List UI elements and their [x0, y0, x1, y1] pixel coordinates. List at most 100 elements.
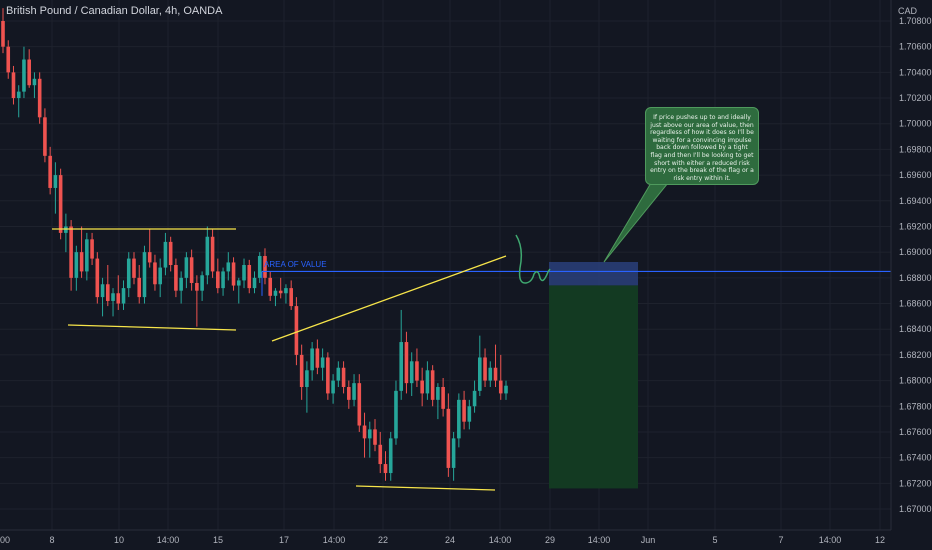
candle-body[interactable] [326, 357, 330, 394]
candle-body[interactable] [472, 390, 477, 407]
candle-body[interactable] [441, 387, 445, 409]
candle-body[interactable] [415, 361, 419, 381]
candle-body[interactable] [184, 257, 189, 278]
candle-body[interactable] [210, 236, 215, 272]
price-axis[interactable]: 1.70800 1.70600 1.70400 1.70200 1.70000 1.698… [899, 16, 932, 514]
candle-body[interactable] [462, 399, 466, 422]
candle-body[interactable] [247, 265, 252, 289]
candle-body[interactable] [205, 236, 210, 276]
candle-body[interactable] [289, 288, 293, 307]
candle-body[interactable] [367, 429, 372, 439]
bottom-support-line[interactable] [355, 485, 496, 491]
candle-body[interactable] [467, 406, 472, 422]
candle-body[interactable] [252, 277, 257, 289]
candle-body[interactable] [362, 425, 367, 439]
candle-body[interactable] [116, 293, 121, 304]
candle-body[interactable] [43, 117, 47, 156]
candle-body[interactable] [179, 277, 183, 291]
candle-body[interactable] [226, 262, 231, 272]
candle-body[interactable] [352, 383, 356, 400]
candle-body[interactable] [430, 370, 435, 400]
time-axis[interactable]: 8 10 14:00 15 17 14:00 22 24 14:00 29 14:00 Jun 5 7 14… [0, 535, 885, 545]
candle-body[interactable] [48, 155, 52, 188]
candle-body[interactable] [488, 367, 493, 381]
candle-body[interactable] [483, 357, 487, 381]
candle-body[interactable] [268, 277, 273, 296]
candle-body[interactable] [305, 370, 309, 387]
candle-body[interactable] [32, 78, 37, 86]
stop-loss-zone[interactable] [549, 262, 638, 286]
candle-body[interactable] [425, 370, 430, 394]
rising-trendline[interactable] [271, 255, 507, 342]
candle-body[interactable] [11, 72, 16, 99]
candle-body[interactable] [1, 21, 5, 47]
candle-body[interactable] [242, 265, 246, 281]
candle-body[interactable] [446, 408, 451, 468]
candle-body[interactable] [373, 429, 377, 445]
candle-body[interactable] [404, 342, 409, 384]
candle-body[interactable] [37, 78, 42, 118]
candle-body[interactable] [409, 361, 414, 384]
candle-body[interactable] [383, 464, 388, 474]
candle-body[interactable] [53, 175, 58, 188]
candle-body[interactable] [336, 367, 341, 381]
candle-body[interactable] [315, 348, 320, 368]
candle-body[interactable] [347, 387, 351, 400]
candle-body[interactable] [90, 239, 94, 259]
candle-body[interactable] [284, 288, 288, 294]
candle-body[interactable] [85, 239, 89, 272]
candle-body[interactable] [16, 91, 21, 99]
candle-body[interactable] [64, 226, 68, 233]
candle-body[interactable] [153, 262, 157, 285]
candle-body[interactable] [216, 271, 220, 289]
candle-body[interactable] [200, 275, 204, 291]
candle-body[interactable] [189, 257, 194, 283]
candle-body[interactable] [341, 367, 346, 387]
candle-body[interactable] [257, 256, 262, 278]
candle-body[interactable] [436, 387, 440, 400]
candle-body[interactable] [137, 277, 142, 298]
candle-body[interactable] [357, 383, 362, 426]
candle-body[interactable] [388, 438, 393, 474]
candle-body[interactable] [478, 357, 482, 391]
candle-body[interactable] [278, 290, 283, 294]
candle-body[interactable] [263, 256, 267, 278]
candle-body[interactable] [95, 258, 100, 298]
candle-body[interactable] [273, 290, 278, 296]
candle-body[interactable] [320, 357, 325, 368]
candle-body[interactable] [457, 399, 461, 439]
candle-body[interactable] [399, 342, 404, 391]
candle-body[interactable] [168, 241, 173, 265]
candle-body[interactable] [498, 380, 503, 394]
candle-body[interactable] [451, 438, 456, 468]
candle-body[interactable] [504, 385, 508, 394]
candle-body[interactable] [236, 280, 241, 286]
candle-body[interactable] [493, 367, 498, 381]
candle-body[interactable] [132, 258, 136, 278]
candle-body[interactable] [195, 282, 199, 291]
candle-body[interactable] [79, 252, 84, 272]
candle-body[interactable] [111, 293, 115, 301]
candle-body[interactable] [310, 348, 314, 371]
candle-body[interactable] [147, 252, 152, 263]
candle-body[interactable] [100, 284, 105, 298]
candle-body[interactable] [331, 380, 335, 394]
candle-body[interactable] [58, 175, 63, 233]
candle-body[interactable] [163, 241, 168, 268]
candle-body[interactable] [158, 267, 162, 285]
candle-body[interactable] [121, 288, 126, 304]
candle-body[interactable] [74, 252, 79, 278]
profit-target-zone[interactable] [549, 285, 638, 489]
candle-body[interactable] [6, 46, 11, 73]
candle-body[interactable] [294, 306, 299, 355]
candle-body[interactable] [231, 262, 236, 286]
candle-body[interactable] [69, 226, 73, 278]
trade-plan-note[interactable]: If price pushes up to and ideally just a… [645, 107, 759, 185]
candle-body[interactable] [126, 258, 131, 289]
candle-body[interactable] [174, 265, 178, 291]
range-support-line[interactable] [67, 324, 237, 331]
candle-body[interactable] [27, 59, 31, 86]
candle-body[interactable] [394, 390, 398, 439]
candle-body[interactable] [378, 444, 383, 465]
